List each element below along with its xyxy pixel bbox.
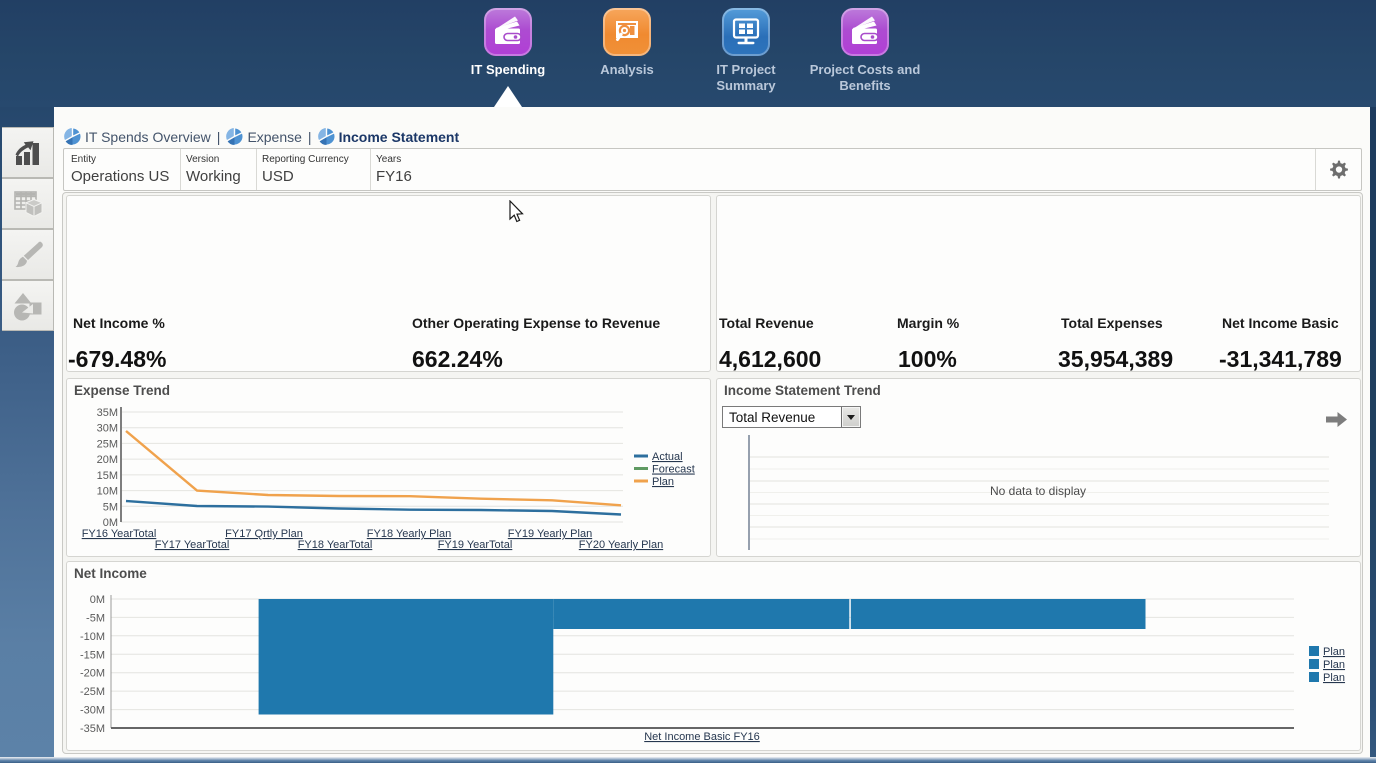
svg-text:FY18 Yearly Plan: FY18 Yearly Plan bbox=[367, 528, 451, 540]
svg-text:FY19 Yearly Plan: FY19 Yearly Plan bbox=[508, 528, 592, 540]
svg-text:No data to display: No data to display bbox=[990, 484, 1086, 498]
svg-text:FY17 Qrtly Plan: FY17 Qrtly Plan bbox=[225, 528, 303, 540]
svg-text:20M: 20M bbox=[97, 454, 118, 466]
svg-text:0M: 0M bbox=[90, 594, 105, 606]
svg-text:FY18 YearTotal: FY18 YearTotal bbox=[298, 539, 373, 551]
svg-text:Plan: Plan bbox=[1323, 659, 1345, 671]
svg-text:-30M: -30M bbox=[80, 705, 105, 717]
svg-text:FY16 YearTotal: FY16 YearTotal bbox=[82, 528, 157, 540]
svg-text:10M: 10M bbox=[97, 486, 118, 498]
svg-text:Net Income Basic FY16: Net Income Basic FY16 bbox=[644, 731, 760, 743]
svg-text:-25M: -25M bbox=[80, 686, 105, 698]
svg-text:Plan: Plan bbox=[1323, 672, 1345, 684]
svg-text:-10M: -10M bbox=[80, 631, 105, 643]
svg-text:Actual: Actual bbox=[652, 451, 683, 463]
svg-text:-20M: -20M bbox=[80, 668, 105, 680]
svg-text:FY17 YearTotal: FY17 YearTotal bbox=[155, 539, 230, 551]
svg-text:0M: 0M bbox=[103, 517, 118, 529]
svg-text:15M: 15M bbox=[97, 470, 118, 482]
svg-text:30M: 30M bbox=[97, 423, 118, 435]
svg-text:25M: 25M bbox=[97, 438, 118, 450]
svg-text:Plan: Plan bbox=[1323, 646, 1345, 658]
svg-text:FY19 YearTotal: FY19 YearTotal bbox=[438, 539, 513, 551]
svg-text:5M: 5M bbox=[103, 501, 118, 513]
svg-text:-15M: -15M bbox=[80, 649, 105, 661]
svg-text:35M: 35M bbox=[97, 407, 118, 419]
svg-text:Forecast: Forecast bbox=[652, 464, 695, 476]
svg-text:-35M: -35M bbox=[80, 723, 105, 735]
svg-text:-5M: -5M bbox=[86, 612, 105, 624]
svg-text:FY20 Yearly Plan: FY20 Yearly Plan bbox=[579, 539, 663, 551]
svg-text:Plan: Plan bbox=[652, 476, 674, 488]
